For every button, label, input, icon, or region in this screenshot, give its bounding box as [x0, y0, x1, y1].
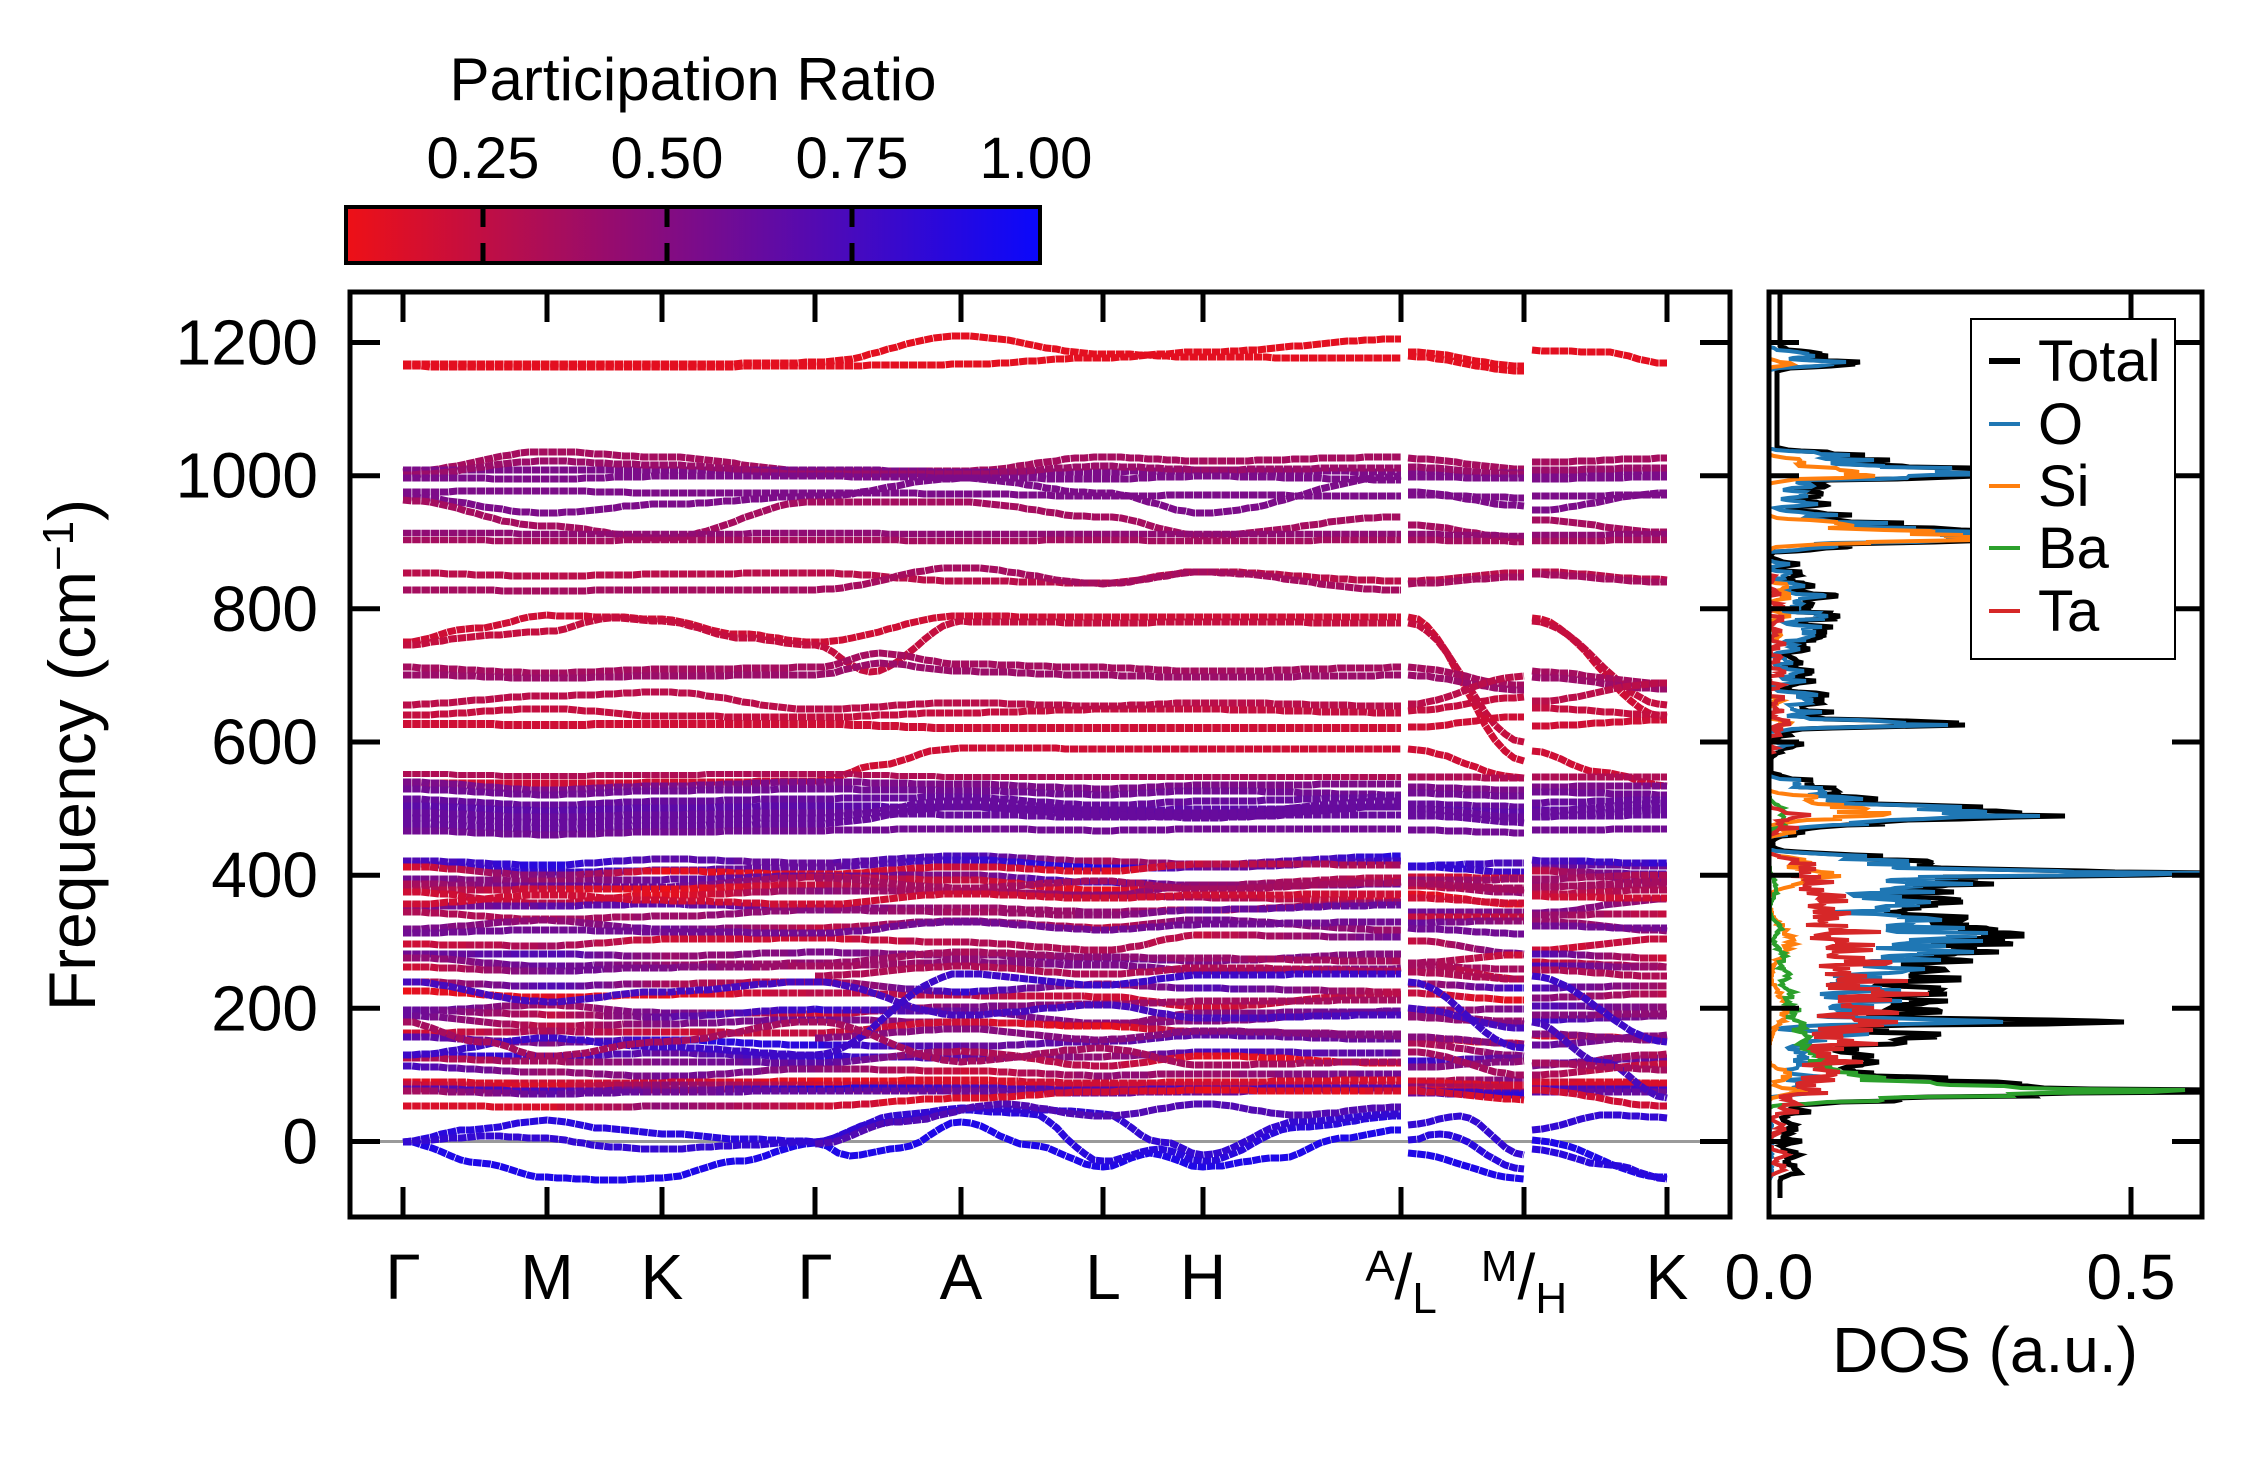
svg-text:1.00: 1.00: [980, 126, 1093, 191]
svg-text:Ta: Ta: [2038, 579, 2100, 644]
svg-text:0.25: 0.25: [427, 126, 540, 191]
svg-text:Total: Total: [2038, 329, 2161, 394]
svg-text:Si: Si: [2038, 454, 2090, 519]
svg-text:0.0: 0.0: [1725, 1241, 1814, 1313]
svg-text:800: 800: [211, 573, 318, 645]
svg-text:K: K: [641, 1241, 684, 1313]
svg-text:H: H: [1180, 1241, 1226, 1313]
svg-text:Participation Ratio: Participation Ratio: [450, 46, 937, 113]
svg-text:A/L: A/L: [1365, 1241, 1437, 1323]
svg-text:O: O: [2038, 392, 2083, 457]
svg-text:0.5: 0.5: [2087, 1241, 2176, 1313]
svg-text:L: L: [1085, 1241, 1121, 1313]
svg-text:0.50: 0.50: [611, 126, 724, 191]
svg-text:400: 400: [211, 839, 318, 911]
svg-text:1000: 1000: [176, 440, 318, 512]
svg-text:Γ: Γ: [385, 1241, 420, 1313]
svg-text:M: M: [520, 1241, 573, 1313]
svg-text:0.75: 0.75: [796, 126, 909, 191]
svg-text:A: A: [940, 1241, 983, 1313]
svg-text:Frequency (cm−1): Frequency (cm−1): [34, 499, 109, 1011]
svg-text:K: K: [1646, 1241, 1689, 1313]
svg-text:200: 200: [211, 972, 318, 1044]
svg-text:600: 600: [211, 706, 318, 778]
svg-text:DOS (a.u.): DOS (a.u.): [1832, 1314, 2138, 1386]
svg-text:0: 0: [282, 1106, 318, 1178]
svg-text:Γ: Γ: [797, 1241, 832, 1313]
svg-text:M/H: M/H: [1481, 1241, 1567, 1323]
svg-text:1200: 1200: [176, 307, 318, 379]
svg-text:Ba: Ba: [2038, 516, 2110, 581]
